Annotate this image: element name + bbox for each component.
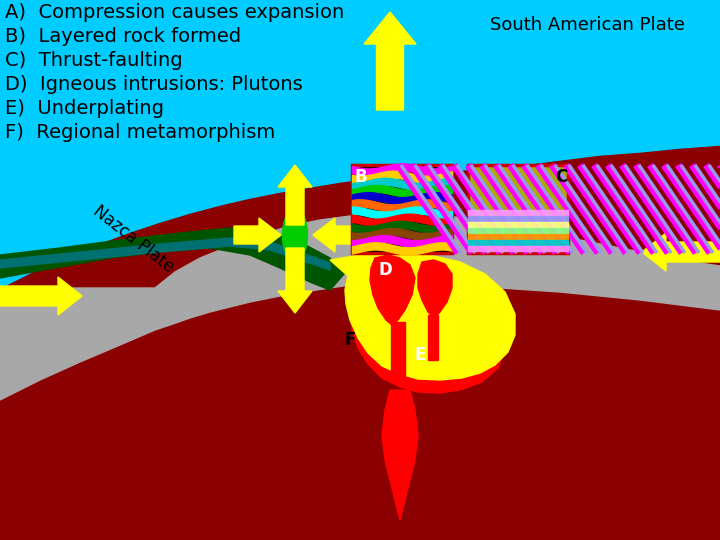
Text: South American Plate: South American Plate — [490, 16, 685, 34]
Polygon shape — [0, 0, 720, 288]
Polygon shape — [330, 252, 515, 380]
Bar — [352, 165, 452, 253]
FancyArrow shape — [313, 218, 360, 252]
Text: D)  Igneous intrusions: Plutons: D) Igneous intrusions: Plutons — [5, 75, 302, 94]
Polygon shape — [418, 260, 452, 318]
Polygon shape — [0, 228, 345, 290]
Text: E: E — [415, 346, 426, 364]
Bar — [468, 165, 568, 253]
FancyArrow shape — [278, 165, 312, 225]
Polygon shape — [0, 238, 330, 270]
Polygon shape — [350, 285, 505, 393]
FancyArrow shape — [0, 277, 82, 315]
FancyArrow shape — [234, 218, 281, 252]
Text: F)  Regional metamorphism: F) Regional metamorphism — [5, 123, 275, 142]
Polygon shape — [370, 255, 415, 325]
Text: F: F — [345, 331, 356, 349]
Text: E)  Underplating: E) Underplating — [5, 99, 164, 118]
Text: C: C — [555, 168, 567, 186]
Polygon shape — [382, 390, 418, 520]
Text: D: D — [378, 261, 392, 279]
Text: B: B — [354, 168, 366, 186]
FancyArrow shape — [364, 12, 416, 110]
Text: C)  Thrust-faulting: C) Thrust-faulting — [5, 51, 183, 70]
Bar — [428, 315, 438, 360]
Ellipse shape — [282, 209, 307, 261]
Polygon shape — [0, 213, 720, 400]
Text: A)  Compression causes expansion: A) Compression causes expansion — [5, 3, 344, 22]
Text: Nazca Plate: Nazca Plate — [90, 202, 178, 276]
FancyArrow shape — [278, 248, 312, 313]
Bar — [391, 322, 405, 377]
FancyArrow shape — [642, 233, 720, 271]
Text: B)  Layered rock formed: B) Layered rock formed — [5, 27, 241, 46]
